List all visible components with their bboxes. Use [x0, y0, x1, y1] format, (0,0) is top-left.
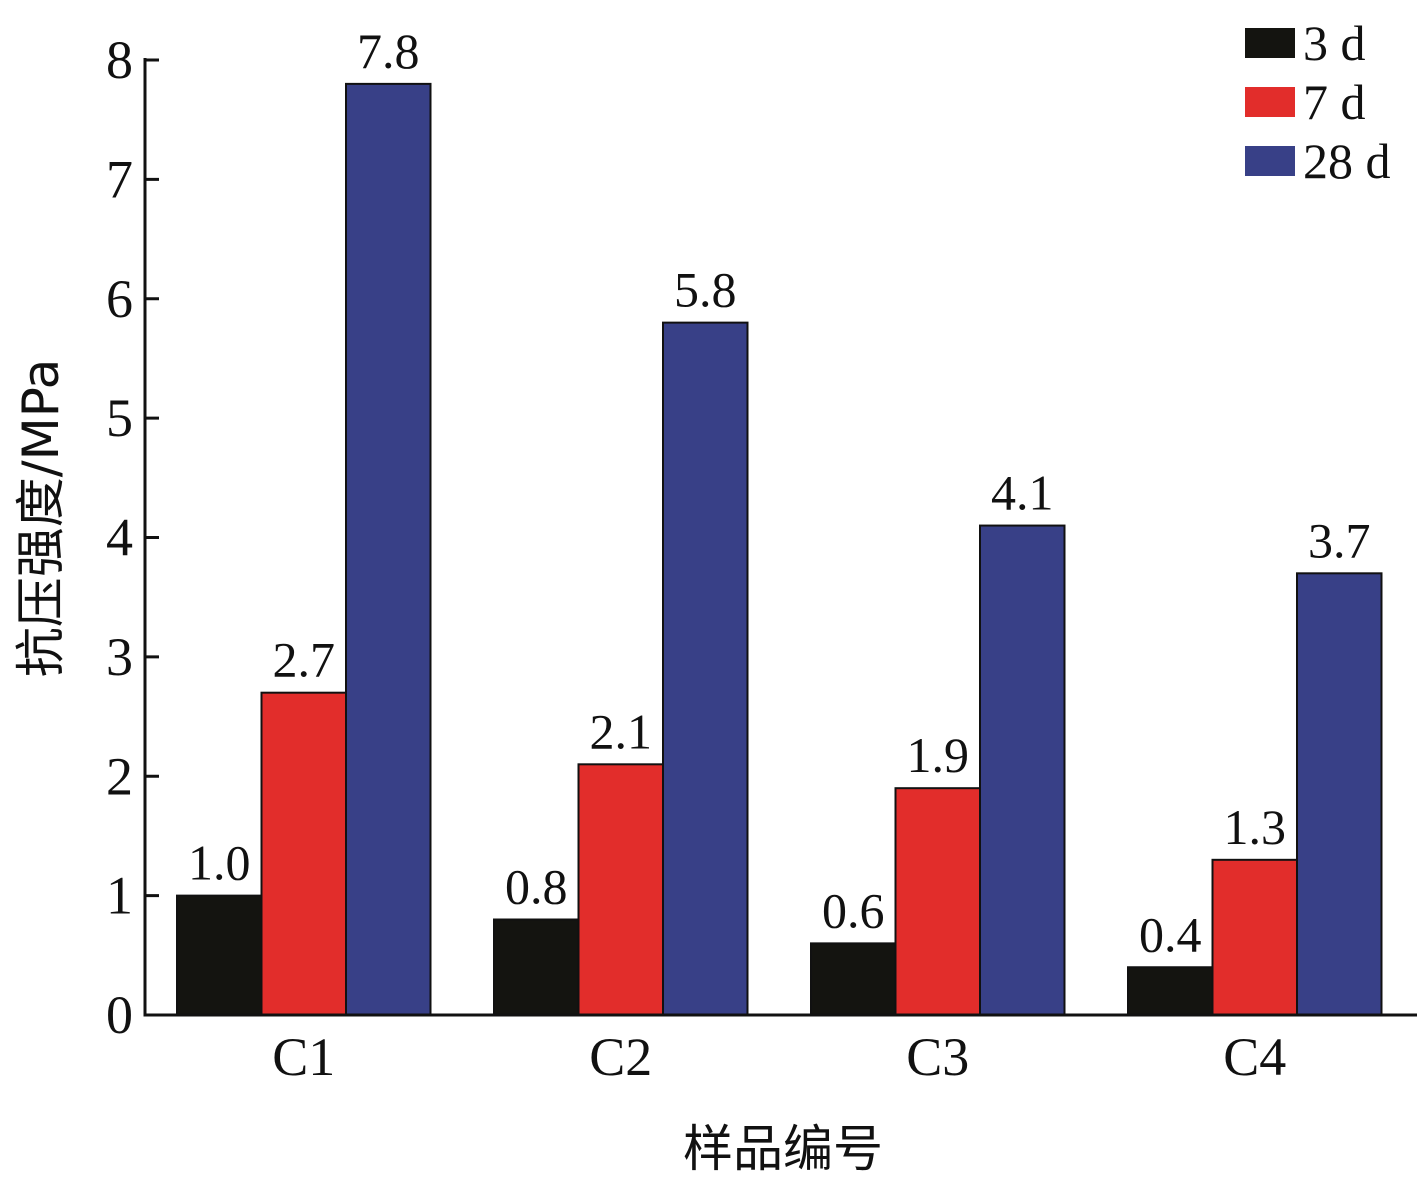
legend-label-s1: 7 d	[1303, 74, 1366, 130]
data-label-c2-s0: 0.8	[505, 859, 568, 915]
x-axis: C1 C2 C3 C4	[145, 1013, 1417, 1087]
x-tick-label-c3: C3	[906, 1027, 969, 1087]
y-tick-label-7: 7	[106, 149, 133, 209]
legend: 3 d7 d28 d	[1245, 15, 1391, 189]
x-tick-label-c4: C4	[1223, 1027, 1286, 1087]
bar-c3-s0	[810, 942, 897, 1016]
y-tick-label-3: 3	[106, 627, 133, 687]
y-tick-label-2: 2	[106, 746, 133, 806]
data-label-c4-s0: 0.4	[1139, 906, 1202, 962]
bar-c4-s2	[1296, 572, 1383, 1016]
bar-c1-s1	[260, 691, 347, 1016]
data-label-c1-s0: 1.0	[188, 835, 251, 891]
x-tick-label-c2: C2	[589, 1027, 652, 1087]
bar-c3-s1	[894, 787, 981, 1016]
bar-c4-s1	[1211, 858, 1298, 1016]
data-labels-group: 1.0 2.7 7.8 0.8 2.1 5.8 0.6 1.9 4.1 0.4 1.3 3.7	[188, 23, 1371, 962]
x-axis-title: 样品编号	[683, 1120, 883, 1178]
data-label-c4-s1: 1.3	[1224, 799, 1287, 855]
y-tick-label-0: 0	[106, 985, 133, 1045]
y-tick-label-4: 4	[106, 508, 133, 568]
bar-c1-s0	[176, 894, 263, 1016]
y-tick-label-6: 6	[106, 269, 133, 329]
data-label-c3-s1: 1.9	[907, 727, 970, 783]
y-tick-label-5: 5	[106, 388, 133, 448]
data-label-c3-s0: 0.6	[822, 882, 885, 938]
data-label-c1-s1: 2.7	[273, 632, 336, 688]
y-tick-label-1: 1	[106, 866, 133, 926]
y-axis-title: 抗压强度/MPa	[12, 359, 70, 678]
data-label-c3-s2: 4.1	[991, 465, 1054, 521]
y-tick-label-8: 8	[106, 30, 133, 90]
legend-swatch-s0	[1245, 28, 1295, 58]
legend-label-s0: 3 d	[1303, 15, 1366, 71]
bar-c2-s2	[662, 321, 749, 1016]
legend-swatch-s1	[1245, 87, 1295, 117]
x-tick-label-c1: C1	[272, 1027, 335, 1087]
y-axis: 0 1 2 3 4 5 6 7 8	[106, 30, 159, 1045]
bar-c4-s0	[1127, 966, 1214, 1016]
bar-c3-s2	[979, 524, 1066, 1016]
data-label-c2-s1: 2.1	[590, 703, 653, 759]
bar-c2-s0	[493, 918, 580, 1016]
bar-c2-s1	[577, 763, 664, 1016]
data-label-c2-s2: 5.8	[674, 262, 737, 318]
data-label-c1-s2: 7.8	[357, 23, 420, 79]
bar-c1-s2	[345, 82, 432, 1016]
data-label-c4-s2: 3.7	[1308, 512, 1371, 568]
bars-group	[176, 82, 1383, 1016]
legend-swatch-s2	[1245, 146, 1295, 176]
legend-label-s2: 28 d	[1303, 133, 1391, 189]
